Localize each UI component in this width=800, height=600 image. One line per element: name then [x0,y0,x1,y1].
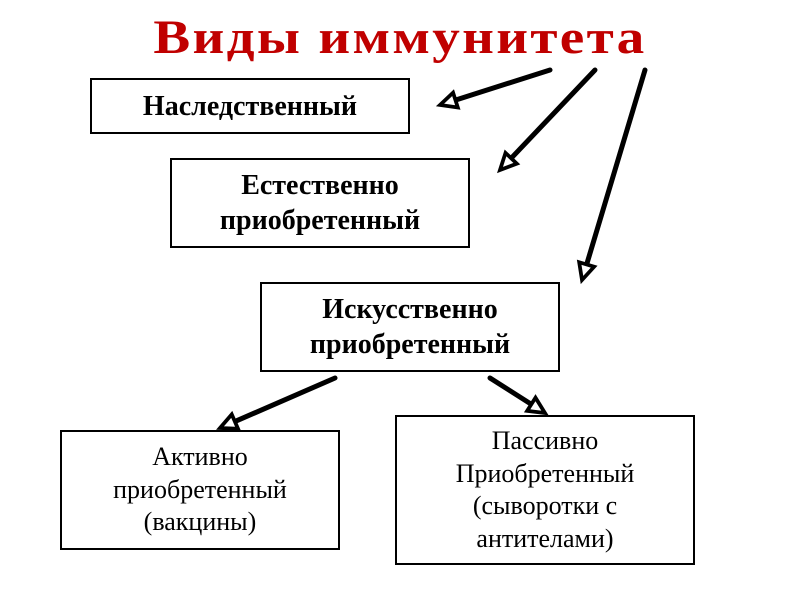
box-hereditary-label: Наследственный [143,89,357,124]
box-artificial-acquired-label: Искусственно приобретенный [272,292,548,362]
arrow-2 [579,70,645,280]
box-hereditary: Наследственный [90,78,410,134]
arrow-3 [220,378,335,429]
box-natural-acquired: Естественно приобретенный [170,158,470,248]
box-artificial-acquired: Искусственно приобретенный [260,282,560,372]
box-active-acquired: Активно приобретенный (вакцины) [60,430,340,550]
box-active-acquired-label: Активно приобретенный (вакцины) [72,441,328,539]
box-passive-acquired: Пассивно Приобретенный (сыворотки с анти… [395,415,695,565]
arrow-1 [500,70,595,170]
diagram-title: Виды иммунитета [0,10,800,65]
box-natural-acquired-label: Естественно приобретенный [182,168,458,238]
box-passive-acquired-label: Пассивно Приобретенный (сыворотки с анти… [407,425,683,555]
arrow-0 [440,70,550,108]
arrow-4 [490,378,545,413]
